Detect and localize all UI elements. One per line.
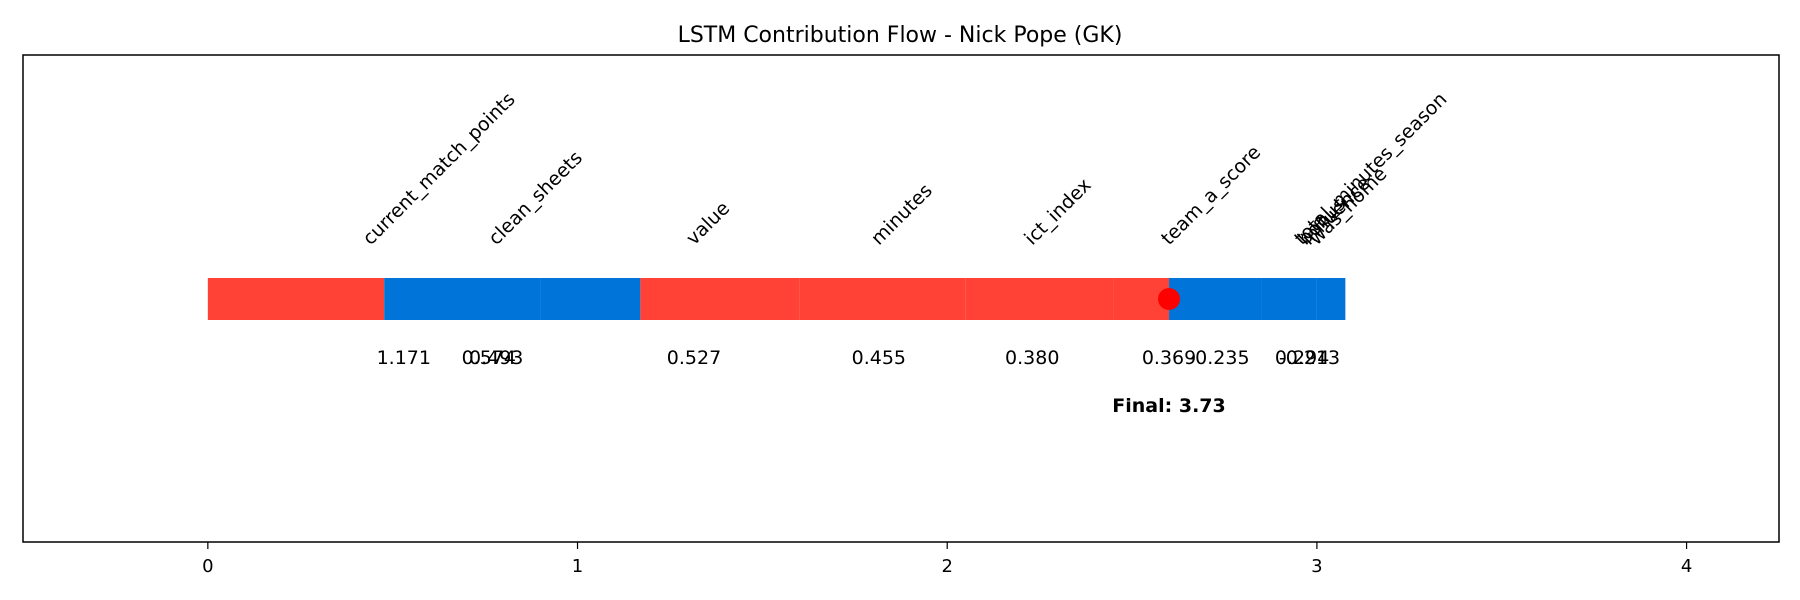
bar-clean_sheets: [384, 278, 541, 320]
chart-title: LSTM Contribution Flow - Nick Pope (GK): [678, 23, 1123, 48]
bar-minutes: [640, 278, 800, 320]
final-marker: [1158, 288, 1181, 310]
x-axis-ticks: 0 1 2 3 4: [202, 542, 1692, 577]
contribution-bars: [207, 278, 1346, 320]
bar-bonus: [1169, 278, 1262, 320]
value-label-bonus: -0.235: [1188, 347, 1249, 369]
bar-ict_index: [799, 278, 966, 320]
bar-value: [540, 278, 641, 320]
feature-label-clean_sheets: clean_sheets: [484, 147, 587, 250]
x-tick-label: 3: [1311, 556, 1322, 577]
value-label-value: 0.493: [469, 347, 523, 369]
x-tick-label: 1: [572, 556, 583, 577]
feature-label-minutes: minutes: [867, 180, 937, 250]
x-tick-label: 2: [941, 556, 952, 577]
bar-current_match_points: [207, 278, 385, 320]
marker-layer: Final: 3.73: [1112, 288, 1226, 417]
value-label-current_match_points: 1.171: [377, 347, 431, 369]
value-label-ict_index: 0.455: [852, 347, 906, 369]
value-label-clean_sheets: 0.574: [462, 347, 516, 369]
feature-label-value: value: [682, 197, 734, 249]
value-label-was_home: -0.213: [1279, 347, 1340, 369]
x-tick-label: 0: [202, 556, 213, 577]
value-label-influence: 0.294: [1275, 347, 1329, 369]
bar-was_home: [1316, 278, 1346, 320]
value-label-minutes: 0.527: [667, 347, 721, 369]
final-label: Final: 3.73: [1112, 395, 1225, 417]
plot-frame: [22, 54, 1780, 543]
feature-label-team_a_score: team_a_score: [1157, 141, 1265, 249]
bar-team_a_score: [965, 278, 1114, 320]
bar-influence: [1261, 278, 1317, 320]
value-label-team_a_score: 0.380: [1005, 347, 1059, 369]
value-label-total_minutes_season: 0.369: [1142, 347, 1196, 369]
feature-label-ict_index: ict_index: [1020, 174, 1095, 249]
x-tick-label: 4: [1681, 556, 1692, 577]
